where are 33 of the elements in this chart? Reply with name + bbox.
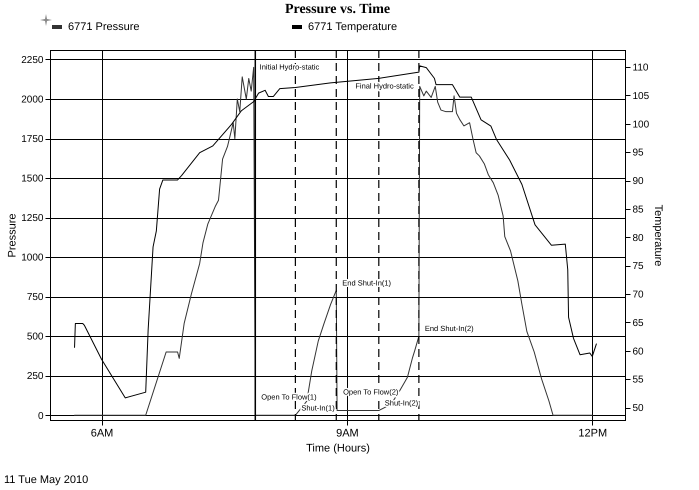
y2-tick-label: 90 <box>632 176 644 188</box>
y2-tick-label: 65 <box>632 318 644 329</box>
y-tick-label: 2250 <box>21 54 44 66</box>
y-tick-label: 750 <box>26 292 44 304</box>
y-tick-label: 1000 <box>21 252 44 264</box>
y-tick-label: 1750 <box>21 134 44 146</box>
chart-title: Pressure vs. Time <box>284 2 390 17</box>
y2-tick-label: 50 <box>632 403 644 414</box>
y2-tick-label: 100 <box>632 119 650 130</box>
y2-tick-label: 55 <box>632 374 644 386</box>
y2-tick-label: 95 <box>632 148 644 159</box>
y2-tick-label: 80 <box>632 232 644 244</box>
x-tick-label: 9AM <box>336 428 359 440</box>
y-tick-label: 1250 <box>21 213 44 224</box>
y-tick-label: 0 <box>38 410 44 422</box>
y2-tick-label: 110 <box>632 62 649 74</box>
legend-label: 6771 Temperature <box>308 21 398 33</box>
y2-tick-label: 75 <box>632 261 644 272</box>
x-tick-label: 6AM <box>90 428 114 440</box>
x-tick-label: 12PM <box>578 428 608 440</box>
x-axis-title: Time (Hours) <box>306 442 370 454</box>
y-tick-label: 2000 <box>21 94 44 106</box>
legend-label: 6771 Pressure <box>68 21 140 33</box>
y2-tick-label: 85 <box>632 204 644 216</box>
y2-tick-label: 70 <box>632 290 644 301</box>
y2-tick-label: 60 <box>632 346 644 358</box>
text: 11 Tue May 2010 <box>4 474 88 486</box>
y2-axis-title: Temperature <box>652 204 664 266</box>
y2-tick-label: 105 <box>632 90 650 102</box>
y-tick-label: 500 <box>26 332 44 343</box>
y-tick-label: 250 <box>26 371 44 382</box>
y-axis-title: Pressure <box>6 213 18 258</box>
y-tick-label: 1500 <box>21 174 44 185</box>
